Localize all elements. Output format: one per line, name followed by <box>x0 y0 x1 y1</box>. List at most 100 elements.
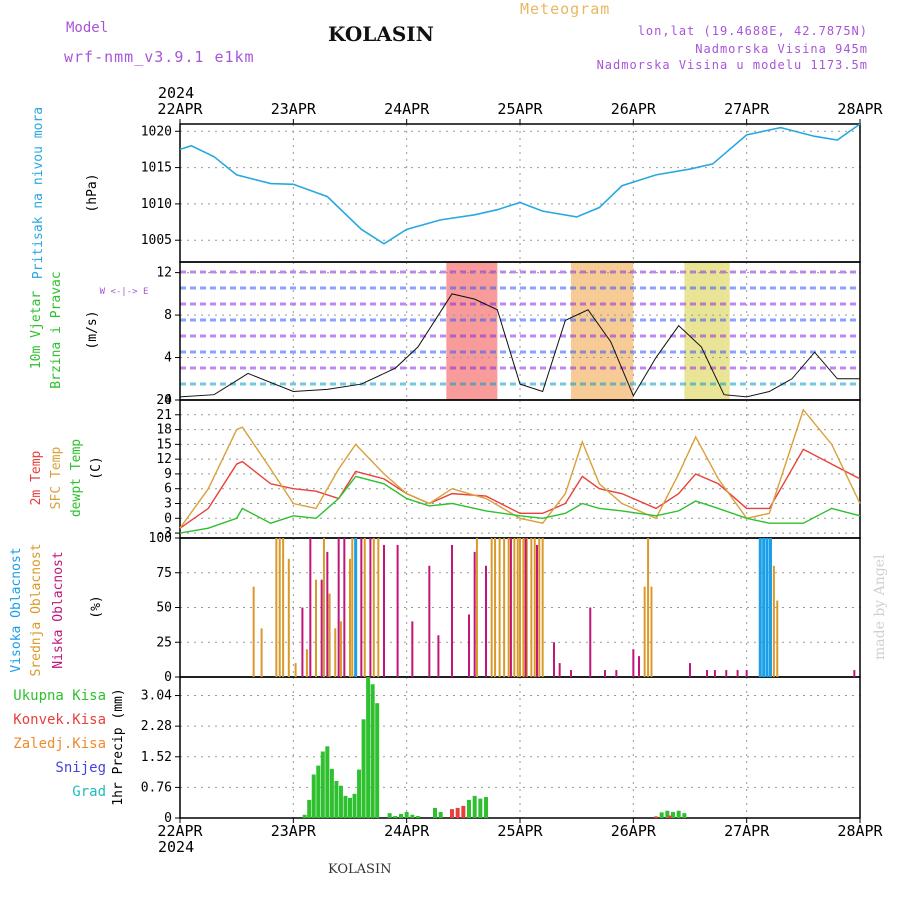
y-tick-label: 0 <box>164 393 172 408</box>
low-cloud-bar <box>411 621 414 677</box>
y-tick-label: 100 <box>149 531 172 546</box>
y-tick-label: 25 <box>156 635 172 650</box>
low-cloud-bar <box>428 565 431 677</box>
low-cloud-bar <box>509 538 512 677</box>
mid-cloud-bar <box>363 538 366 677</box>
low-cloud-bar <box>468 614 470 677</box>
total-rain-bar <box>676 810 681 818</box>
total-rain-bar <box>375 703 380 818</box>
mid-cloud-bar <box>507 538 510 677</box>
mid-cloud-bar <box>525 538 528 677</box>
mid-cloud-bar <box>282 538 285 677</box>
total-rain-bar <box>352 793 357 818</box>
high-cloud-bar <box>765 538 769 677</box>
y-tick-label: 12 <box>156 452 172 467</box>
altitude-label: Nadmorska Visina 945m <box>695 42 868 56</box>
x-tick-label-bottom: 22APR <box>157 822 203 840</box>
low-cloud-bar <box>713 670 716 677</box>
wind-speed-line <box>179 293 860 398</box>
mid-cloud-bar <box>530 538 533 677</box>
cloud-unit-label: (%) <box>89 595 104 618</box>
y-tick-label: 18 <box>156 423 172 438</box>
low-cloud-bar <box>853 670 856 677</box>
y-tick-label: 4 <box>164 351 172 366</box>
low-cloud-bar <box>638 656 640 677</box>
low-cloud-bar <box>725 670 728 677</box>
x-tick-label-bottom: 28APR <box>837 822 883 840</box>
x-tick-label-top: 23APR <box>271 100 317 118</box>
dewpt-line <box>179 475 861 534</box>
model-name: wrf-nmm_v3.9.1 e1km <box>64 48 255 66</box>
y-tick-label: -3 <box>156 526 172 541</box>
y-tick-label: 1015 <box>141 161 172 176</box>
total-rain-bar <box>329 768 334 818</box>
low-cloud-ylabel: Niska Oblacnost <box>51 551 66 668</box>
convective-rain-bar <box>654 816 658 818</box>
low-cloud-bar <box>632 649 635 677</box>
y-tick-label: 1005 <box>141 233 172 248</box>
x-tick-label-bottom: 25APR <box>497 822 543 840</box>
mid-cloud-bar <box>513 538 516 677</box>
wind-direction-legend: W <-|-> E <box>100 287 149 297</box>
x-tick-label-top: 25APR <box>497 100 543 118</box>
temp2m-ylabel: 2m Temp <box>29 450 44 505</box>
mid-cloud-bar <box>351 538 354 677</box>
low-cloud-bar <box>309 538 312 677</box>
total-rain-bar <box>484 797 488 818</box>
mid-cloud-bar <box>252 586 255 677</box>
low-cloud-bar <box>589 607 592 677</box>
convective-rain-bar <box>450 809 454 818</box>
legend-snow: Snijeg <box>55 760 106 776</box>
y-tick-label: 1020 <box>141 124 172 139</box>
year-label-bottom: 2024 <box>158 838 194 856</box>
total-rain-bar <box>302 814 307 818</box>
model-label: Model <box>66 20 109 36</box>
total-rain-bar <box>320 751 325 818</box>
mid-cloud-bar <box>322 538 325 677</box>
mid-cloud-bar <box>533 538 536 677</box>
mid-cloud-bar <box>776 600 779 677</box>
dewpt-ylabel: dewpt Temp <box>69 439 84 517</box>
wind-ylabel: 10m Vjetar <box>29 291 44 369</box>
precip-ylabel: 1hr Precip (mm) <box>111 688 126 805</box>
pressure-line <box>179 123 861 245</box>
low-cloud-bar <box>536 544 538 677</box>
low-cloud-bar <box>360 538 363 677</box>
total-rain-bar <box>370 684 375 818</box>
x-tick-label-top: 28APR <box>837 100 883 118</box>
total-rain-bar <box>410 814 415 818</box>
low-cloud-bar <box>301 607 304 677</box>
high-cloud-bar <box>768 538 772 677</box>
total-rain-bar <box>316 765 321 818</box>
total-rain-bar <box>348 797 352 818</box>
total-rain-bar <box>472 795 477 818</box>
y-tick-label: 2.28 <box>141 719 172 734</box>
wind-shaded-span <box>446 262 498 400</box>
x-tick-label-top: 24APR <box>384 100 430 118</box>
wind-unit-label: (m/s) <box>85 310 100 349</box>
y-tick-label: 12 <box>156 266 172 281</box>
total-rain-bar <box>671 811 675 818</box>
legend-graupel: Grad <box>72 784 106 800</box>
low-cloud-bar <box>383 544 385 677</box>
mid-cloud-bar <box>519 538 521 677</box>
mid-cloud-bar <box>522 538 525 677</box>
total-rain-bar <box>387 813 392 818</box>
station-title: KOLASIN <box>328 22 434 46</box>
y-tick-label: 8 <box>164 308 172 323</box>
total-rain-bar <box>399 813 403 818</box>
x-tick-label-bottom: 27APR <box>724 822 770 840</box>
total-rain-bar <box>338 785 343 818</box>
low-cloud-bar <box>320 579 323 677</box>
total-rain-bar <box>478 798 483 818</box>
low-cloud-bar <box>745 670 748 677</box>
y-tick-label: 0 <box>164 511 172 526</box>
total-rain-bar <box>438 811 443 818</box>
total-rain-bar <box>682 813 687 818</box>
low-cloud-bar <box>553 642 555 677</box>
high-cloud-bar <box>762 538 766 677</box>
low-cloud-bar <box>485 565 487 677</box>
panel-frame <box>179 123 861 263</box>
high-cloud-bar <box>354 538 358 677</box>
